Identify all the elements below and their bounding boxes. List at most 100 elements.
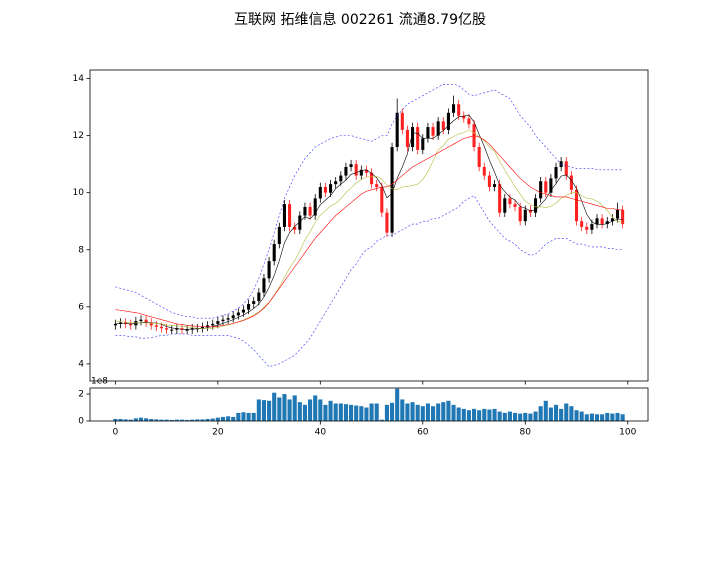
candle-body [554,167,558,179]
candle-body [298,215,302,230]
candle-body [129,323,133,326]
volume-bar [282,394,287,421]
volume-bar [267,400,272,421]
candle-body [411,127,415,148]
candle-body [170,329,174,331]
volume-bar [569,406,574,421]
volume-bar [538,406,543,421]
candle-body [452,104,456,113]
candle-body [231,315,235,319]
offset-label: 1e8 [91,377,108,387]
volume-bar [615,412,620,421]
candle-body [113,323,117,326]
candle-body [144,319,148,323]
candle-body [446,112,450,130]
volume-bar [482,408,487,421]
volume-bar [308,399,313,421]
candle-body [149,322,153,326]
candle-body [175,328,179,330]
line-series [115,195,623,368]
volume-bar [461,408,466,421]
volume-bar [338,403,343,421]
volume-bar [594,414,600,421]
volume-bar [431,406,436,421]
volume-bar [466,410,471,421]
candle-body [180,328,184,330]
volume-bar [179,419,185,421]
candle-body [590,224,594,230]
volume-bar [174,419,179,421]
volume-bar [154,419,159,421]
volume-bar [190,419,195,421]
volume-bar [231,416,236,421]
candle-body [431,127,435,136]
candle-body [329,184,333,193]
volume-bar [354,405,359,421]
volume-bar [261,400,267,421]
volume-bar [313,395,318,421]
volume-bar [610,413,615,421]
candle-body [339,175,343,182]
candle-body [441,121,445,130]
volume-bar [451,404,456,421]
candle-body [513,204,517,207]
volume-bar [379,419,384,421]
y-tick-label: 10 [73,188,85,198]
y-tick-label: 12 [73,131,84,141]
volume-bar [159,419,164,421]
candle-body [159,326,164,329]
volume-bar [200,419,205,421]
candle-body [318,186,322,199]
candle-body [595,218,599,225]
volume-bar [205,418,210,421]
candle-body [585,226,589,230]
candle-body [344,167,348,176]
candle-body [252,301,256,304]
volume-bar [487,409,492,421]
volume-bar [559,408,564,421]
volume-bar [553,404,559,421]
volume-bar [446,400,451,421]
candle-body [498,184,502,213]
y-tick-label: 4 [78,359,84,369]
volume-bar [584,414,589,421]
candle-body [257,292,261,302]
volume-bar [518,413,523,421]
candle-body [477,147,481,168]
candle-body [241,309,245,313]
volume-bar [236,412,241,421]
candle-body [610,218,614,222]
volume-bar [589,413,594,421]
y-tick-label: 0 [78,417,84,427]
volume-bar [318,399,323,421]
volume-bar [226,416,231,421]
volume-bar [272,392,277,421]
candle-body [462,115,466,119]
candle-body [544,181,548,193]
volume-bar [210,418,215,421]
volume-bar [400,399,405,421]
candle-body [621,209,625,225]
candle-body [277,226,281,245]
volume-bar [548,407,553,421]
candle-body [282,204,286,227]
volume-bar [477,410,482,421]
volume-bar [241,412,246,421]
candle-body [303,206,307,216]
candle-body [349,164,353,168]
volume-bar [118,418,123,421]
candle-body [508,198,512,205]
candle-body [533,198,538,213]
volume-bar [164,419,169,421]
candle-body [457,104,461,116]
candle-body [236,312,240,316]
volume-bar [533,411,538,421]
candle-body [313,198,317,216]
candle-body [221,319,225,322]
candle-body [380,186,384,213]
candle-body [226,318,230,320]
candle-body [323,186,327,193]
candle-body [400,112,404,130]
volume-bar [144,418,149,421]
candle-body [308,206,312,216]
